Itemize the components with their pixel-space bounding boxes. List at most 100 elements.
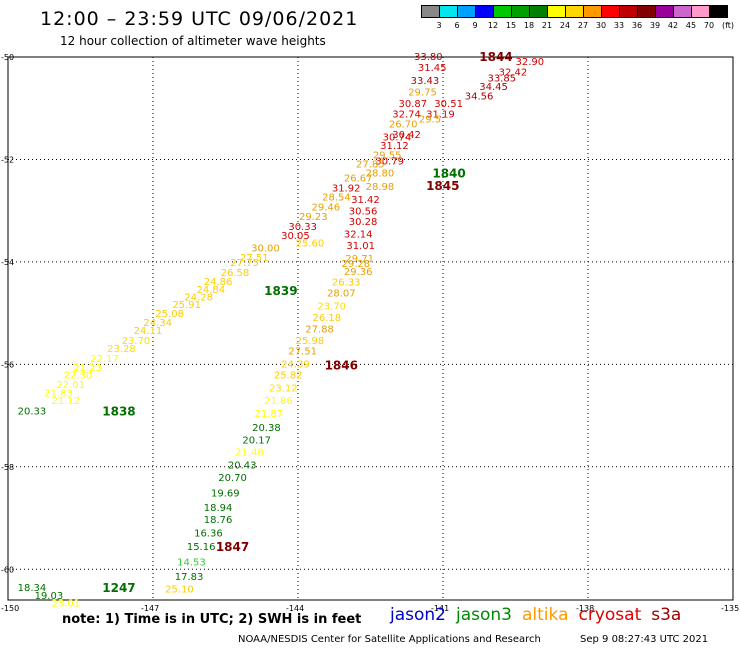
wave-height-value: 31.01 <box>346 241 375 252</box>
wave-height-value: 18.94 <box>204 503 233 514</box>
map-frame <box>7 56 734 601</box>
wave-height-value: 24.28 <box>184 293 213 304</box>
wave-height-value: 23.12 <box>269 383 298 394</box>
satellite-jason3: jason3 <box>456 605 512 625</box>
legend-label: 6 <box>454 21 460 30</box>
wave-height-value: 32.90 <box>516 57 545 68</box>
legend-swatch <box>709 5 728 18</box>
wave-height-value: 25.82 <box>274 371 303 382</box>
legend-label: 21 <box>541 21 553 30</box>
pass-time-label: 1247 <box>102 581 135 595</box>
wave-height-value: 25.98 <box>296 336 325 347</box>
wave-height-value: 29.55 <box>373 150 402 161</box>
wave-height-value: 27.51 <box>288 347 317 358</box>
generated-timestamp: Sep 9 08:27:43 UTC 2021 <box>580 634 709 645</box>
wave-height-value: 28.54 <box>322 192 351 203</box>
wave-height-value: 20.43 <box>228 460 257 471</box>
wave-height-value: 31.92 <box>332 184 361 195</box>
wave-height-value: 29.23 <box>299 212 328 223</box>
longitude-tick-label: -147 <box>141 604 159 613</box>
wave-height-value: 25.91 <box>172 300 201 311</box>
wave-height-value: 17.83 <box>175 572 204 583</box>
satellite-jason2: jason2 <box>390 605 446 625</box>
wave-height-value: 18.76 <box>204 515 233 526</box>
legend-unit: (ft) <box>721 21 735 30</box>
legend-label: 39 <box>649 21 661 30</box>
wave-height-value: 29.46 <box>312 203 341 214</box>
wave-height-value: 30.79 <box>375 156 404 167</box>
wave-height-value: 14.53 <box>177 558 206 569</box>
wave-height-value: 21.87 <box>255 409 284 420</box>
wave-height-value: 29.5 <box>419 114 441 125</box>
longitude-tick-label: -138 <box>576 604 594 613</box>
wave-height-value: 31.12 <box>380 141 409 152</box>
satellite-s3a: s3a <box>651 605 682 625</box>
wave-height-value: 24.86 <box>204 277 233 288</box>
longitude-tick-label: -150 <box>1 604 19 613</box>
wave-height-value: 21.23 <box>73 363 102 374</box>
wave-height-value: 20.70 <box>218 473 247 484</box>
legend-label: 24 <box>559 21 571 30</box>
wave-height-value: 32.42 <box>499 67 528 78</box>
wave-height-value: 22.30 <box>64 371 93 382</box>
wave-height-value: 24.11 <box>134 326 163 337</box>
wave-height-value: 21.48 <box>235 447 264 458</box>
longitude-tick-label: -144 <box>286 604 304 613</box>
page-subtitle: 12 hour collection of altimeter wave hei… <box>60 34 326 48</box>
footnote: note: 1) Time is in UTC; 2) SWH is in fe… <box>62 612 362 627</box>
wave-height-value: 26.70 <box>389 120 418 131</box>
wave-height-value: 30.87 <box>399 99 428 110</box>
legend-label: 33 <box>613 21 625 30</box>
latitude-tick-label: -58 <box>1 463 14 472</box>
wave-height-value: 24.84 <box>197 285 226 296</box>
wave-height-value: 30.05 <box>281 231 310 242</box>
wave-height-value: 27.75 <box>230 258 259 269</box>
wave-height-value: 31.45 <box>418 63 447 74</box>
wave-height-value: 18.34 <box>18 583 47 594</box>
pass-time-label: 1846 <box>325 358 358 372</box>
legend-label: 70 <box>703 21 715 30</box>
wave-height-value: 27.85 <box>356 160 385 171</box>
wave-height-value: 22.17 <box>90 354 119 365</box>
legend-label: 42 <box>667 21 679 30</box>
wave-height-value: 29.75 <box>408 87 437 98</box>
latitude-tick-label: -52 <box>1 155 14 164</box>
latitude-tick-label: -54 <box>1 258 14 267</box>
wave-height-value: 29.36 <box>344 267 373 278</box>
wave-height-value: 29.71 <box>345 254 374 265</box>
legend-label: 18 <box>523 21 535 30</box>
legend-label: 30 <box>595 21 607 30</box>
wave-height-value: 23.70 <box>317 301 346 312</box>
wave-height-value: 23.01 <box>52 599 81 610</box>
legend-label: 15 <box>505 21 517 30</box>
wave-height-value: 33.85 <box>487 73 516 84</box>
wave-height-value: 31.19 <box>426 109 455 120</box>
wave-height-value: 32.74 <box>392 109 421 120</box>
wave-height-value: 16.36 <box>194 528 223 539</box>
wave-height-value: 26.18 <box>313 313 342 324</box>
wave-height-value: 21.83 <box>44 389 73 400</box>
legend-label: 12 <box>487 21 499 30</box>
pass-time-label: 1840 <box>432 166 465 180</box>
wave-height-value: 30.51 <box>434 99 463 110</box>
wave-height-value: 28.98 <box>366 182 395 193</box>
satellite-legend: jason2 jason3 altika cryosat s3a <box>390 605 691 625</box>
wave-height-value: 30.42 <box>392 130 421 141</box>
latitude-tick-label: -60 <box>1 565 14 574</box>
wave-height-value: 33.80 <box>414 52 443 63</box>
pass-time-label: 1844 <box>479 50 512 64</box>
wave-height-value: 27.88 <box>305 325 334 336</box>
wave-height-value: 24.39 <box>281 359 310 370</box>
wave-height-value: 23.28 <box>107 344 136 355</box>
wave-height-value: 30.28 <box>349 217 378 228</box>
wave-height-value: 21.12 <box>52 396 81 407</box>
pass-time-label: 1838 <box>102 404 135 418</box>
wave-height-value: 32.14 <box>344 230 373 241</box>
longitude-tick-label: -141 <box>431 604 449 613</box>
pass-time-label: 1845 <box>426 179 459 193</box>
legend-label: 3 <box>436 21 442 30</box>
satellite-cryosat: cryosat <box>578 605 642 625</box>
wave-height-value: 26.58 <box>221 268 250 279</box>
